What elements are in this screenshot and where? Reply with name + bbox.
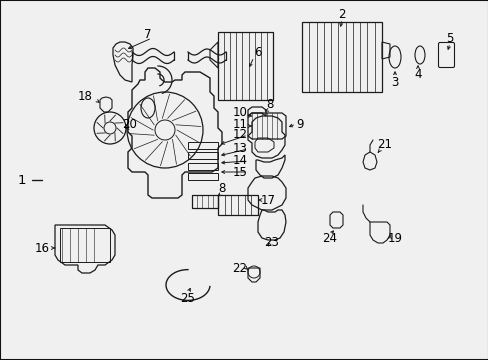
Text: 12: 12 [232,129,247,141]
Text: 1: 1 [18,174,26,186]
Text: 20: 20 [122,118,137,131]
Text: 8: 8 [266,99,273,112]
Text: 21: 21 [377,139,392,152]
Text: 16: 16 [35,242,49,255]
Text: 7: 7 [144,27,151,40]
Text: 24: 24 [322,231,337,244]
Text: 3: 3 [390,76,398,89]
Text: 17: 17 [260,194,275,207]
Text: 9: 9 [296,117,303,130]
Text: 19: 19 [386,231,402,244]
Text: 11: 11 [232,118,247,131]
Text: 22: 22 [232,261,247,274]
Text: 4: 4 [413,68,421,81]
Text: 15: 15 [232,166,247,179]
Text: 13: 13 [232,141,247,154]
Text: 6: 6 [254,45,261,58]
Text: 23: 23 [264,235,279,248]
Text: 25: 25 [180,292,195,305]
Text: 8: 8 [218,181,225,194]
Text: 18: 18 [78,90,92,103]
Text: 2: 2 [338,8,345,21]
Text: 14: 14 [232,154,247,167]
Text: 5: 5 [446,31,453,45]
Text: 10: 10 [232,105,247,118]
